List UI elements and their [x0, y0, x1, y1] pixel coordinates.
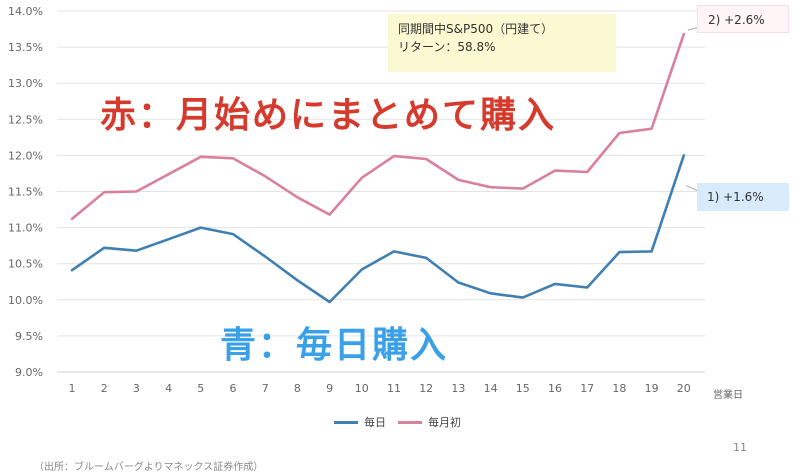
x-tick-label: 13 [451, 382, 465, 395]
x-tick-label: 1 [69, 382, 76, 395]
x-tick-label: 3 [133, 382, 140, 395]
y-tick-label: 13.5% [8, 41, 43, 54]
y-tick-label: 9.0% [15, 366, 43, 379]
series-line-monthly [70, 32, 686, 221]
x-tick-label: 5 [197, 382, 204, 395]
callout-leader-lines [685, 23, 713, 198]
x-axis-unit-label: 営業日 [713, 390, 743, 401]
page-number: 11 [733, 441, 747, 454]
legend-swatch-monthly [398, 420, 422, 424]
y-tick-label: 9.5% [15, 330, 43, 343]
x-axis-ticks: 1 2 3 4 5 6 7 8 9 10 11 12 13 14 15 16 17 18 19 20 [69, 382, 691, 395]
x-tick-label: 18 [612, 382, 626, 395]
callout-monthly-return: 2) +2.6% [697, 5, 789, 33]
y-tick-label: 12.0% [8, 149, 43, 162]
y-tick-label: 10.5% [8, 258, 43, 271]
x-tick-label: 14 [484, 382, 498, 395]
legend-item-daily: 毎日 [334, 414, 386, 430]
callout-daily-return: 1) +1.6% [697, 183, 789, 211]
y-tick-label: 13.0% [8, 77, 43, 90]
x-tick-label: 20 [677, 382, 691, 395]
x-tick-label: 6 [230, 382, 237, 395]
x-tick-label: 16 [548, 382, 562, 395]
x-tick-label: 17 [580, 382, 594, 395]
source-note: （出所：ブルームバーグよりマネックス証券作成） [34, 462, 264, 473]
series-line-daily [70, 154, 686, 304]
x-tick-label: 11 [387, 382, 401, 395]
x-tick-label: 8 [294, 382, 301, 395]
note-line-2: リターン：58.8% [398, 40, 496, 54]
legend-label-monthly: 毎月初 [428, 416, 461, 429]
x-tick-label: 4 [165, 382, 172, 395]
series-lines [70, 32, 686, 304]
y-tick-label: 11.0% [8, 222, 43, 235]
blue-series-annotation: 青：毎日購入 [220, 325, 449, 366]
y-tick-label: 14.0% [8, 5, 43, 18]
x-tick-label: 10 [355, 382, 369, 395]
legend-label-daily: 毎日 [364, 416, 386, 429]
red-series-annotation: 赤：月始めにまとめて購入 [100, 95, 557, 136]
y-tick-label: 11.5% [8, 186, 43, 199]
x-tick-label: 7 [262, 382, 269, 395]
x-tick-label: 2 [101, 382, 108, 395]
note-line-1: 同期間中S&P500（円建て） [398, 22, 554, 36]
x-tick-label: 12 [419, 382, 433, 395]
legend-swatch-daily [334, 420, 358, 424]
x-tick-label: 19 [645, 382, 659, 395]
y-axis-ticks: 9.0% 9.5% 10.0% 10.5% 11.0% 11.5% 12.0% 12.5% 13… [8, 5, 43, 379]
sp500-return-note: 同期間中S&P500（円建て） リターン：58.8% [388, 14, 616, 72]
x-tick-label: 15 [516, 382, 530, 395]
y-tick-label: 12.5% [8, 113, 43, 126]
x-tick-label: 9 [326, 382, 333, 395]
legend-item-monthly: 毎月初 [398, 414, 461, 430]
y-tick-label: 10.0% [8, 294, 43, 307]
